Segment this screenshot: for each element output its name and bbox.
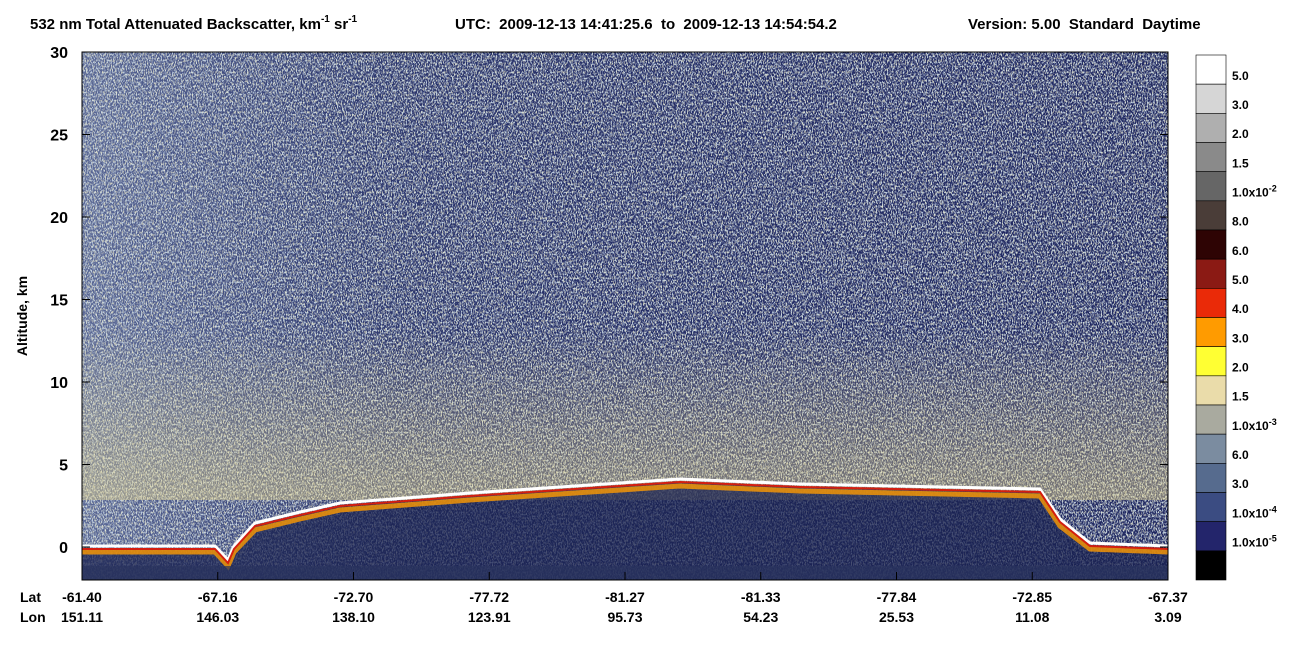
colorbar-swatch [1195, 404, 1227, 435]
lon-label: 138.10 [332, 609, 375, 625]
lon-label: 123.91 [468, 609, 511, 625]
colorbar-label-text: 8.0 [1232, 215, 1249, 229]
surface-line [82, 480, 1168, 565]
colorbar-label: 6.0 [1232, 244, 1249, 258]
y-tick-label: 0 [59, 540, 68, 557]
lon-label: 11.08 [1015, 609, 1049, 625]
colorbar-label-text: 3.0 [1232, 477, 1249, 491]
x-row-label: Lon [20, 609, 46, 625]
colorbar-label: 3.0 [1232, 331, 1249, 345]
colorbar-swatch [1195, 258, 1227, 289]
colorbar-label-exp: -4 [1269, 504, 1277, 514]
colorbar-label-text: 1.5 [1232, 390, 1249, 404]
title-text: sr [330, 16, 349, 33]
colorbar-swatch [1195, 229, 1227, 260]
colorbar-swatch [1195, 113, 1227, 143]
colorbar-label: 8.0 [1232, 215, 1249, 229]
lat-label: -81.33 [741, 589, 781, 605]
title-exp: -1 [321, 14, 330, 25]
colorbar-label: 5.0 [1232, 69, 1249, 83]
colorbar-label: 6.0 [1232, 448, 1249, 462]
colorbar-label: 2.0 [1232, 360, 1249, 374]
colorbar-label-text: 1.5 [1232, 156, 1249, 170]
colorbar-swatch [1195, 346, 1227, 377]
colorbar-label: 1.5 [1232, 390, 1249, 404]
lat-label: -67.37 [1148, 589, 1188, 605]
colorbar-label-text: 5.0 [1232, 69, 1249, 83]
image-aerosol [82, 330, 1168, 500]
lon-label: 54.23 [743, 609, 778, 625]
y-tick-label: 20 [50, 210, 68, 227]
lon-label: 25.53 [879, 609, 914, 625]
lat-label: -77.72 [469, 589, 509, 605]
colorbar-label-exp: -2 [1269, 183, 1277, 193]
colorbar-label: 1.0x10-3 [1232, 417, 1277, 433]
colorbar-label: 1.5 [1232, 156, 1249, 170]
lat-label: -72.85 [1012, 589, 1052, 605]
colorbar-swatch [1195, 83, 1227, 114]
colorbar-label-text: 2.0 [1232, 360, 1249, 374]
lat-label: -67.16 [198, 589, 238, 605]
y-tick-label: 10 [50, 375, 68, 392]
colorbar-label-text: 3.0 [1232, 331, 1249, 345]
colorbar-swatch [1195, 54, 1227, 85]
surface-white [82, 477, 1168, 563]
colorbar-swatch [1195, 171, 1227, 202]
y-tick-label: 15 [50, 293, 68, 310]
lat-label: -61.40 [62, 589, 102, 605]
colorbar-label-text: 6.0 [1232, 448, 1249, 462]
title-text: 532 nm Total Attenuated Backscatter, km [30, 16, 321, 33]
colorbar-label-text: 2.0 [1232, 127, 1249, 141]
title-exp: -1 [348, 14, 357, 25]
colorbar-label-exp: -5 [1269, 533, 1277, 543]
colorbar-label-exp: -3 [1269, 417, 1277, 427]
colorbar-label: 3.0 [1232, 477, 1249, 491]
backscatter-image [82, 52, 1168, 580]
y-tick-label: 5 [59, 458, 68, 475]
lon-label: 146.03 [196, 609, 239, 625]
chart-title: 532 nm Total Attenuated Backscatter, km-… [30, 14, 358, 33]
colorbar-label: 2.0 [1232, 127, 1249, 141]
surface-glow [82, 483, 1168, 571]
colorbar-swatch [1195, 142, 1227, 172]
lon-label: 151.11 [61, 609, 103, 625]
lon-label: 95.73 [607, 609, 642, 625]
y-tick-label: 25 [50, 128, 68, 145]
colorbar-label-text: 5.0 [1232, 273, 1249, 287]
colorbar-swatch [1195, 288, 1227, 318]
colorbar-swatch [1195, 200, 1227, 231]
colorbar-swatch [1195, 492, 1227, 522]
lat-label: -81.27 [605, 589, 645, 605]
colorbar-label-text: 6.0 [1232, 244, 1249, 258]
colorbar-label: 5.0 [1232, 273, 1249, 287]
colorbar-swatch [1195, 317, 1227, 347]
time-range: UTC: 2009-12-13 14:41:25.6 to 2009-12-13… [455, 16, 837, 33]
lat-label: -77.84 [877, 589, 917, 605]
colorbar-label-text: 3.0 [1232, 98, 1249, 112]
y-axis-label: Altitude, km [14, 276, 30, 356]
lat-label: -72.70 [334, 589, 374, 605]
colorbar-label-text: 1.0x10 [1232, 535, 1269, 549]
colorbar-label: 1.0x10-2 [1232, 183, 1277, 199]
colorbar-label: 1.0x10-4 [1232, 504, 1277, 520]
y-tick-label: 30 [50, 45, 68, 62]
lon-label: 3.09 [1154, 609, 1181, 625]
colorbar-label-text: 1.0x10 [1232, 185, 1269, 199]
colorbar-swatch [1195, 375, 1227, 406]
colorbar-swatch [1195, 433, 1227, 464]
colorbar-label: 1.0x10-5 [1232, 533, 1277, 549]
colorbar-label-text: 1.0x10 [1232, 419, 1269, 433]
colorbar-label-text: 4.0 [1232, 302, 1249, 316]
colorbar-label-text: 1.0x10 [1232, 506, 1269, 520]
colorbar-swatch [1195, 463, 1227, 493]
version: Version: 5.00 Standard Daytime [968, 16, 1201, 33]
x-row-label: Lat [20, 589, 41, 605]
colorbar-swatch [1195, 550, 1227, 581]
colorbar-label: 3.0 [1232, 98, 1249, 112]
colorbar-label: 4.0 [1232, 302, 1249, 316]
colorbar-swatch [1195, 521, 1227, 552]
